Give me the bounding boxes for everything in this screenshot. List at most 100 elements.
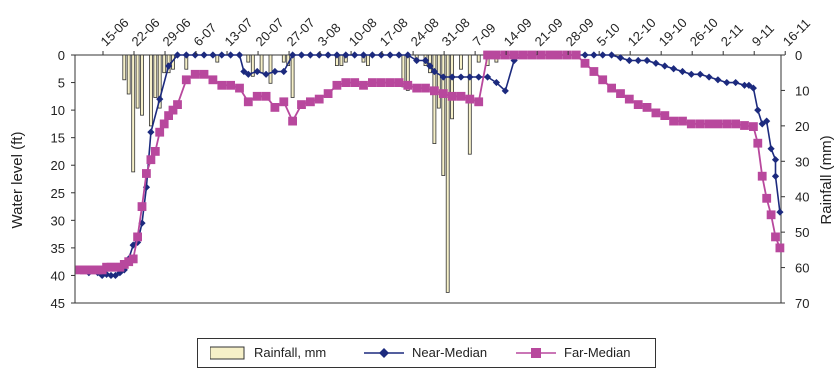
far-median-point (465, 94, 475, 104)
near-median-point (235, 51, 244, 59)
far-median-point (80, 265, 89, 275)
near-median-point (616, 54, 625, 62)
far-median-point (217, 80, 227, 90)
near-median-point (200, 51, 208, 59)
far-median-point (270, 103, 280, 112)
far-median-point (669, 116, 678, 126)
rainfall-bar (122, 54, 127, 81)
rainfall-bar (281, 54, 286, 63)
near-median-point (670, 65, 678, 73)
far-median-point (128, 254, 138, 264)
far-median-point (757, 171, 767, 181)
far-median-point (350, 78, 360, 87)
far-median-point (775, 243, 785, 253)
far-median-point (562, 50, 572, 60)
near-median-point (111, 271, 120, 280)
legend: Rainfall, mm Near-Median Far-Median (197, 338, 656, 368)
rainfall-bar (450, 54, 455, 120)
y-tick-label: 25 (51, 186, 65, 201)
near-median-point (342, 51, 350, 59)
near-median-point (599, 51, 607, 59)
near-median-point (173, 51, 182, 59)
far-median-point (686, 119, 696, 129)
legend-far-median-marker-icon (516, 348, 556, 358)
far-median-point (261, 91, 271, 101)
near-median-point (754, 106, 762, 114)
far-median-point (731, 119, 740, 129)
far-median-point (492, 50, 501, 60)
legend-rainfall-swatch-icon (210, 346, 245, 360)
near-median-point (625, 56, 633, 65)
legend-rainfall-label: Rainfall, mm (254, 345, 327, 360)
far-median-point (190, 69, 200, 79)
near-median-point (740, 81, 749, 89)
far-median-point (527, 50, 537, 60)
far-median-point (199, 69, 209, 79)
far-median-point (660, 111, 670, 120)
near-median-point (430, 67, 438, 76)
far-median-point (235, 83, 244, 93)
x-tick-label: 22-06 (129, 15, 163, 49)
rainfall-bar (441, 54, 446, 176)
rainfall-bars (122, 54, 499, 293)
far-median-point (341, 78, 351, 87)
y-tick-label: 40 (51, 268, 65, 283)
rainfall-bar (445, 54, 450, 293)
y2-tick-label: 20 (795, 119, 809, 134)
x-tick-label: 5-10 (594, 20, 623, 49)
near-median-point (723, 78, 731, 87)
far-median-point (571, 50, 581, 60)
x-tick-label: 9-11 (749, 21, 777, 49)
near-median-point (745, 81, 753, 89)
near-median-point (457, 73, 465, 81)
far-median-point (438, 89, 448, 98)
x-tick-label: 31-08 (439, 15, 473, 49)
near-median-point (696, 70, 704, 78)
near-median-point (244, 70, 252, 78)
near-median-point (426, 62, 434, 70)
legend-near-median-marker-icon (364, 348, 404, 358)
near-median-point (315, 51, 323, 59)
far-median-point (314, 94, 324, 104)
far-median-point (713, 119, 723, 129)
near-median-point (98, 271, 106, 280)
near-median-point (763, 117, 771, 125)
y-tick-label: 15 (51, 131, 65, 146)
legend-near-median-label: Near-Median (412, 345, 488, 360)
near-median-point (758, 120, 766, 128)
rainfall-bar (476, 54, 481, 63)
far-median-point (93, 265, 103, 275)
x-tick-label: 2-11 (718, 21, 746, 49)
far-median-point (580, 58, 590, 68)
rainfall-bar (215, 54, 220, 63)
y2-axis-title: Rainfall (mm) (818, 135, 835, 224)
y2-tick-label: 30 (795, 154, 809, 169)
far-median-point (642, 103, 652, 112)
y2-tick-label: 10 (795, 83, 809, 98)
near-median-point (377, 51, 385, 59)
near-median-point (262, 70, 270, 78)
near-median-point (297, 51, 306, 59)
near-median-point (475, 73, 483, 81)
near-median-point (182, 51, 190, 59)
x-tick-label: 21-09 (532, 15, 566, 49)
near-median-point (421, 56, 430, 65)
near-median-point (466, 73, 474, 81)
far-median-point (159, 119, 169, 129)
near-median-point (227, 51, 235, 59)
far-median-point (509, 50, 519, 60)
far-median-point (146, 155, 156, 165)
far-median-point (421, 83, 430, 93)
far-median-line (80, 54, 781, 271)
near-median-point (395, 51, 403, 59)
near-median-point (333, 51, 341, 59)
y2-tick-label: 0 (795, 48, 802, 63)
far-median-point (124, 257, 134, 267)
near-median-point (107, 271, 115, 280)
far-median-point (598, 75, 608, 85)
y-tick-label: 5 (58, 76, 65, 91)
rainfall-bar (436, 54, 441, 109)
near-median-point (705, 73, 713, 81)
far-median-point (554, 50, 563, 60)
far-median-point (545, 50, 554, 60)
